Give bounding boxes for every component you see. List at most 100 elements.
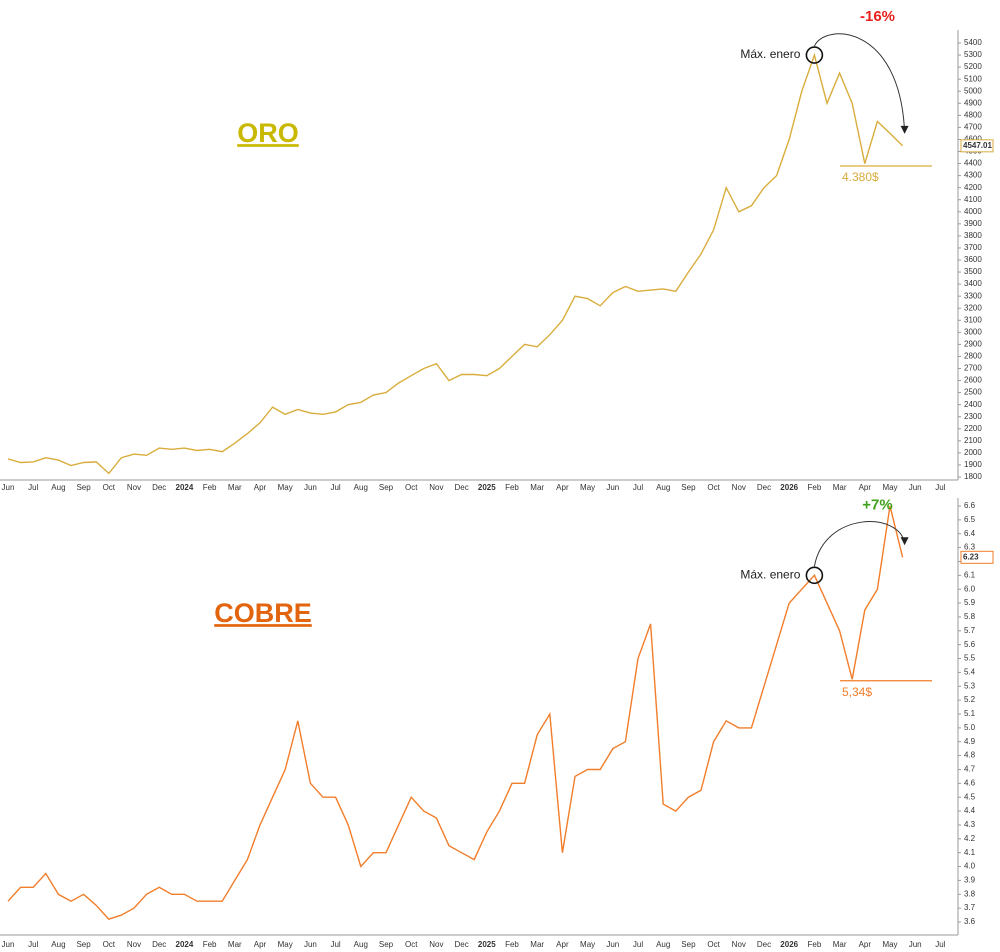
x-tick-label: Jun — [304, 940, 317, 949]
x-tick-label: Jul — [330, 483, 340, 492]
y-tick-label: 1800 — [964, 472, 982, 481]
x-tick-label: Apr — [254, 483, 267, 492]
x-tick-label: Jun — [606, 940, 619, 949]
y-tick-label: 4000 — [964, 207, 982, 216]
x-tick-label: Sep — [379, 940, 394, 949]
x-tick-label: Mar — [530, 483, 544, 492]
y-tick-label: 4800 — [964, 110, 982, 119]
y-tick-label: 2500 — [964, 388, 982, 397]
price-box — [960, 550, 994, 564]
y-tick-label: 2100 — [964, 436, 982, 445]
y-tick-label: 4.2 — [964, 834, 976, 843]
y-tick-label: 5.1 — [964, 709, 976, 718]
y-tick-label: 5200 — [964, 62, 982, 71]
x-tick-label: Jul — [330, 940, 340, 949]
y-tick-label: 5300 — [964, 50, 982, 59]
y-tick-label: 4400 — [964, 159, 982, 168]
y-tick-label: 2800 — [964, 352, 982, 361]
price-label: 4547.01 — [963, 141, 992, 150]
y-tick-label: 5.0 — [964, 723, 976, 732]
y-tick-label: 4.0 — [964, 862, 976, 871]
y-tick-label: 5.9 — [964, 598, 976, 607]
x-tick-label: Jul — [28, 483, 38, 492]
x-tick-label: Nov — [732, 940, 746, 949]
y-tick-label: 3100 — [964, 315, 982, 324]
y-tick-label: 4.5 — [964, 792, 976, 801]
x-tick-label: Aug — [656, 940, 670, 949]
y-tick-label: 4.8 — [964, 751, 976, 760]
x-tick-label: Jun — [909, 940, 922, 949]
y-tick-label: 6.6 — [964, 501, 976, 510]
y-tick-label: 5.5 — [964, 654, 976, 663]
x-tick-label: Jun — [304, 483, 317, 492]
x-tick-label: Dec — [757, 940, 771, 949]
change-arc — [813, 33, 906, 132]
x-tick-label: Oct — [405, 483, 418, 492]
x-tick-label: Nov — [429, 483, 443, 492]
x-tick-label: May — [882, 483, 897, 492]
x-tick-label: Apr — [254, 940, 267, 949]
x-tick-label: Feb — [808, 483, 822, 492]
line — [7, 505, 904, 921]
y-tick-label: 3800 — [964, 231, 982, 240]
x-tick-label: Aug — [656, 483, 670, 492]
x-tick-label: 2026 — [780, 940, 798, 949]
support-label: 5,34$ — [842, 685, 872, 699]
peak-label: Máx. enero — [740, 568, 800, 582]
x-tick-label: Jun — [909, 483, 922, 492]
y-tick-label: 3.7 — [964, 903, 976, 912]
x-tick-label: Dec — [152, 483, 166, 492]
peak-label: Máx. enero — [740, 47, 800, 61]
x-tick-label: Mar — [228, 940, 242, 949]
y-tick-label: 4.7 — [964, 765, 976, 774]
x-tick-label: Mar — [833, 940, 847, 949]
x-tick-label: Nov — [732, 483, 746, 492]
peak-circle — [805, 566, 824, 585]
x-tick-label: Oct — [405, 940, 418, 949]
x-tick-label: Apr — [859, 483, 872, 492]
y-tick-label: 5.4 — [964, 668, 976, 677]
y-tick-label: 6.5 — [964, 515, 976, 524]
y-tick-label: 5.6 — [964, 640, 976, 649]
y-tick-label: 5000 — [964, 86, 982, 95]
x-tick-label: Aug — [51, 483, 65, 492]
x-tick-label: Oct — [707, 483, 720, 492]
change-label: -16% — [860, 8, 895, 25]
y-tick-label: 6.0 — [964, 584, 976, 593]
x-tick-label: Apr — [859, 940, 872, 949]
x-tick-label: Nov — [127, 483, 141, 492]
x-tick-label: Jun — [2, 483, 15, 492]
y-tick-label: 3500 — [964, 267, 982, 276]
price-box — [960, 139, 994, 153]
x-tick-label: May — [580, 940, 595, 949]
x-tick-label: May — [278, 940, 293, 949]
x-tick-label: Sep — [379, 483, 394, 492]
x-tick-label: Oct — [103, 483, 116, 492]
x-tick-label: Apr — [556, 940, 569, 949]
panel-title: ORO — [237, 118, 299, 148]
y-tick-label: 4900 — [964, 98, 982, 107]
y-tick-label: 6.1 — [964, 570, 976, 579]
y-tick-label: 3000 — [964, 327, 982, 336]
x-tick-label: Oct — [103, 940, 116, 949]
y-tick-label: 5.8 — [964, 612, 976, 621]
y-tick-label: 2200 — [964, 424, 982, 433]
x-tick-label: Mar — [228, 483, 242, 492]
y-tick-label: 2300 — [964, 412, 982, 421]
x-tick-label: Jul — [633, 940, 643, 949]
y-tick-label: 4200 — [964, 183, 982, 192]
x-tick-label: Oct — [707, 940, 720, 949]
x-tick-label: Feb — [808, 940, 822, 949]
y-tick-label: 5.2 — [964, 695, 976, 704]
x-tick-label: Aug — [51, 940, 65, 949]
x-tick-label: May — [580, 483, 595, 492]
x-tick-label: Jul — [935, 483, 945, 492]
x-tick-label: 2025 — [478, 483, 496, 492]
x-tick-label: Feb — [203, 483, 217, 492]
y-tick-label: 1900 — [964, 460, 982, 469]
peak-circle — [805, 46, 824, 64]
y-tick-label: 2700 — [964, 364, 982, 373]
x-tick-label: Dec — [454, 483, 468, 492]
y-tick-label: 4.3 — [964, 820, 976, 829]
